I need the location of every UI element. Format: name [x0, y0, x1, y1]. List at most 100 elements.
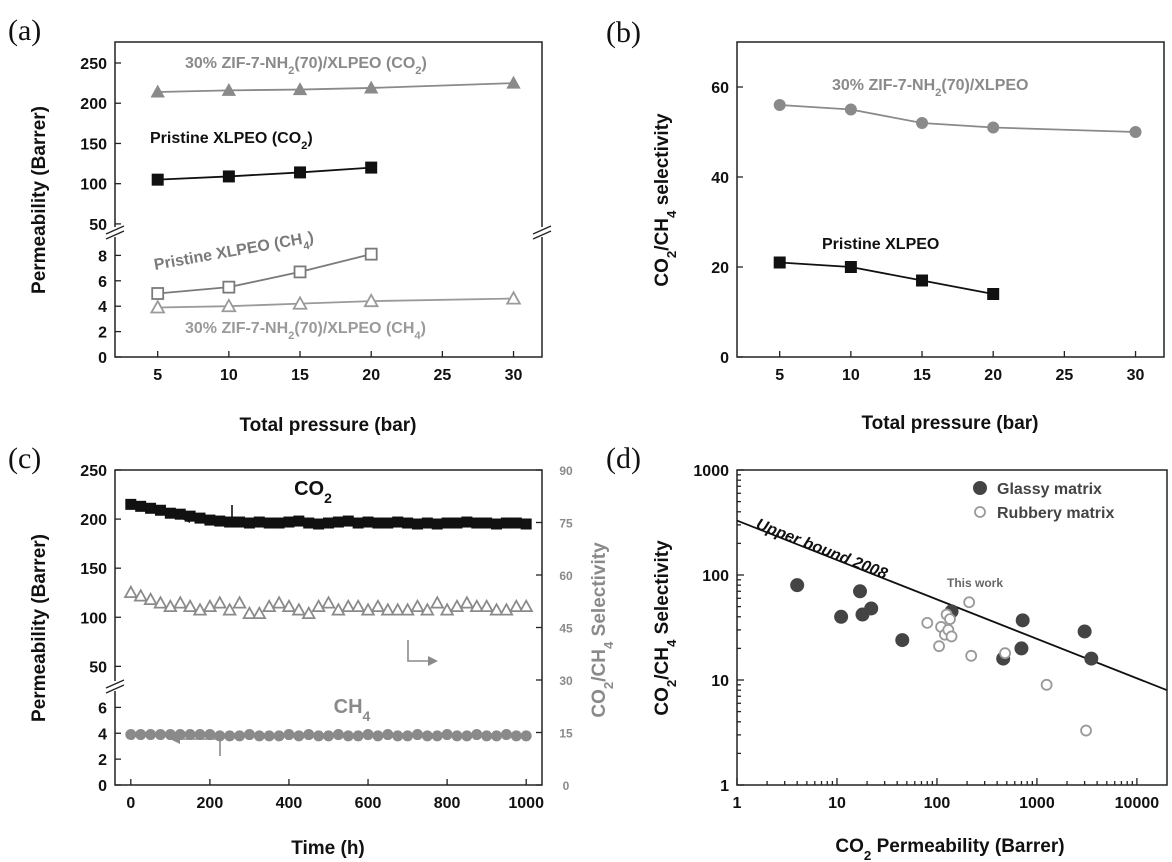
y-tick-label: 0: [98, 778, 107, 795]
panel-c-letter: (c): [8, 442, 41, 475]
y-tick-label: 0: [98, 350, 107, 367]
data-point: [370, 598, 386, 612]
series-line: [779, 104, 1136, 133]
data-point: [916, 274, 929, 287]
panel-d: (d) 1 10 100 1000 10000 1 10 100 1000 Upper boun…: [606, 442, 1168, 862]
data-point: [491, 730, 503, 742]
data-point: [243, 517, 255, 529]
data-point: [163, 598, 178, 612]
panel-c-xlabel: Time (h): [291, 838, 365, 859]
data-point: [916, 117, 929, 129]
data-point: [481, 730, 493, 742]
panel-d-ticks: 1 10 100 1000 10000 1 10 100 1000: [693, 463, 1159, 812]
y-tick-label: 6: [98, 274, 107, 291]
data-point: [125, 729, 137, 741]
series-label: Pristine XLPEO (CO2): [150, 130, 313, 152]
y-tick-label: 150: [80, 561, 107, 578]
data-point: [449, 598, 465, 612]
x-tick-label: 25: [433, 367, 451, 384]
data-point: [293, 265, 307, 279]
panel-b-ticks: 5 10 15 20 25 30 0 20 40 60: [711, 80, 1144, 384]
data-point: [372, 730, 384, 742]
data-point: [212, 595, 228, 609]
data-point: [864, 601, 879, 616]
data-point: [439, 602, 455, 616]
data-point: [342, 515, 354, 527]
data-point: [500, 517, 512, 529]
data-point: [364, 247, 378, 261]
data-point: [154, 729, 166, 741]
y2-tick-label: 15: [559, 727, 573, 741]
data-point: [461, 730, 473, 742]
data-point: [844, 103, 857, 116]
data-point: [293, 730, 305, 742]
axis-break-right: [532, 225, 552, 240]
panel-d-xlabel: CO2 Permeability (Barrer): [835, 836, 1064, 862]
data-point: [221, 298, 237, 313]
data-point: [489, 602, 504, 616]
legend-marker: [974, 506, 986, 518]
data-point: [479, 598, 494, 612]
x-tick-label: 10: [828, 795, 846, 812]
data-point: [1040, 678, 1053, 691]
data-point: [459, 595, 475, 609]
data-point: [491, 518, 503, 530]
data-point: [292, 82, 308, 96]
y-tick-label: 4: [98, 299, 107, 316]
x-tick-label: 10000: [1115, 795, 1160, 812]
data-point: [151, 287, 165, 300]
data-point: [150, 84, 165, 98]
arrowhead-icon: [180, 513, 190, 523]
data-point: [410, 598, 425, 612]
data-point: [380, 602, 396, 616]
data-point: [360, 602, 376, 616]
y-tick-label: 150: [80, 136, 107, 153]
data-point: [293, 515, 305, 527]
panel-c-ticks: 0 200 400 600 800 100050100150200250024601530…: [80, 463, 573, 812]
y-tick-label: 200: [80, 96, 107, 113]
upper-bound-label: Upper bound 2008: [754, 516, 890, 583]
data-point: [342, 730, 354, 742]
data-point: [421, 730, 433, 742]
data-point: [451, 517, 463, 529]
data-point: [420, 602, 435, 616]
data-point: [999, 647, 1011, 660]
panel-b-frame: [736, 41, 1165, 358]
panel-c-series: CO2 CH4: [123, 478, 534, 756]
data-point: [363, 292, 380, 308]
data-point: [506, 75, 521, 89]
axis-break-left: [105, 679, 125, 694]
data-point: [301, 605, 317, 619]
panel-d-frame: [736, 469, 1168, 786]
data-point: [352, 730, 364, 742]
x-tick-label: 15: [291, 367, 309, 384]
data-point: [151, 173, 164, 186]
x-tick-label: 25: [1055, 367, 1073, 384]
x-tick-label: 10: [842, 367, 860, 384]
y-tick-label: 0: [720, 350, 729, 367]
data-point: [390, 602, 405, 616]
data-point: [283, 729, 295, 741]
data-point: [382, 517, 394, 529]
y-tick-label: 2: [98, 325, 107, 342]
x-tick-label: 1000: [508, 795, 544, 812]
arrowhead-icon: [170, 734, 180, 744]
data-point: [340, 598, 356, 612]
series-line: [779, 261, 994, 295]
y-tick-label: 200: [80, 512, 107, 529]
series-label: 30% ZIF-7-NH2(70)/XLPEO (CO2): [185, 55, 427, 77]
panel-a-letter: (a): [8, 14, 41, 47]
data-point: [471, 729, 483, 741]
series-line: [157, 166, 372, 181]
data-point: [222, 170, 235, 183]
data-point: [365, 161, 378, 174]
data-point: [153, 595, 168, 609]
data-point: [429, 595, 445, 609]
data-point: [145, 729, 157, 741]
x-tick-label: 1: [733, 795, 742, 812]
data-point: [431, 518, 443, 530]
data-point: [402, 517, 414, 529]
x-tick-label: 200: [197, 795, 224, 812]
data-point: [1077, 624, 1092, 639]
data-point: [222, 280, 236, 294]
